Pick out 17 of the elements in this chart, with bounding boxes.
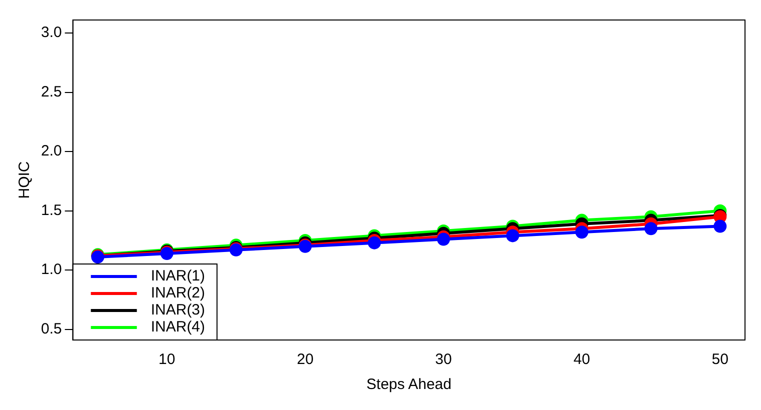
x-axis-title: Steps Ahead — [366, 376, 452, 394]
x-tick-label: 50 — [712, 351, 728, 368]
x-tick-label: 40 — [573, 351, 590, 368]
x-tick-label: 20 — [296, 351, 314, 368]
y-tick-label: 2.0 — [40, 142, 62, 160]
y-tick-label: 2.5 — [40, 83, 62, 100]
legend-label: INAR(1) — [150, 268, 206, 285]
legend-label: INAR(4) — [150, 318, 206, 336]
x-tick-label: 10 — [158, 351, 176, 368]
legend-label: INAR(3) — [150, 302, 206, 319]
y-axis-title: HQIC — [16, 161, 34, 199]
y-tick-label: 1.5 — [40, 202, 62, 219]
y-tick-label: 1.0 — [40, 261, 62, 278]
y-tick-label: 0.5 — [40, 320, 62, 338]
y-tick-label: 3.0 — [40, 24, 62, 42]
x-tick-label: 30 — [435, 351, 452, 368]
legend-label: INAR(2) — [150, 284, 206, 302]
